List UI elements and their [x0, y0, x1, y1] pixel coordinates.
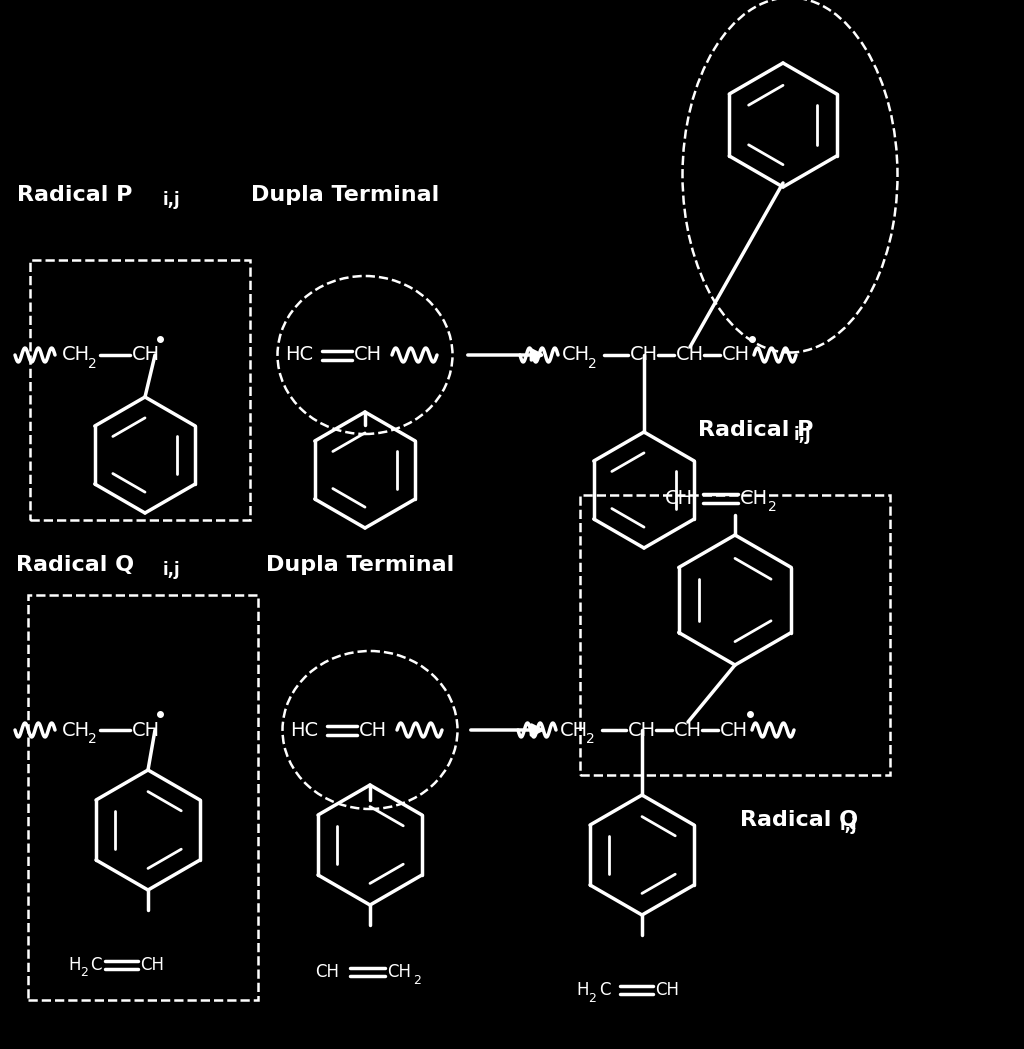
Text: CH: CH [628, 721, 656, 740]
Text: C: C [599, 981, 610, 999]
Text: Dupla Terminal: Dupla Terminal [251, 185, 439, 205]
Text: CH: CH [315, 963, 339, 981]
Text: i,j: i,j [163, 561, 180, 579]
Text: 2: 2 [413, 973, 421, 986]
Text: 2: 2 [588, 357, 597, 371]
Text: 2: 2 [586, 732, 595, 746]
Text: CH: CH [132, 721, 160, 740]
Text: CH: CH [674, 721, 702, 740]
Text: CH: CH [140, 956, 164, 975]
Text: Radical Q: Radical Q [16, 555, 134, 575]
Text: CH: CH [560, 721, 588, 740]
Text: CH: CH [720, 721, 749, 740]
Text: 2: 2 [88, 732, 96, 746]
Text: 2: 2 [588, 991, 596, 1005]
Text: CH: CH [62, 721, 90, 740]
Text: i,j: i,j [794, 426, 812, 444]
Text: i,j: i,j [163, 191, 180, 209]
Text: Radical P: Radical P [698, 420, 813, 440]
Text: HC: HC [290, 721, 318, 740]
Text: HC: HC [285, 345, 313, 364]
Text: CH: CH [354, 345, 382, 364]
Text: H: H [575, 981, 589, 999]
Text: CH: CH [655, 981, 679, 999]
Text: i,j: i,j [840, 816, 858, 834]
Text: 2: 2 [88, 357, 96, 371]
Text: Radical Q: Radical Q [740, 810, 858, 830]
Text: CH: CH [740, 489, 768, 508]
Text: C: C [90, 956, 101, 975]
Text: CH: CH [562, 345, 590, 364]
Text: 2: 2 [768, 500, 777, 514]
Text: CH: CH [665, 489, 693, 508]
Text: Radical P: Radical P [17, 185, 133, 205]
Text: CH: CH [387, 963, 411, 981]
Text: H: H [68, 956, 81, 975]
Text: CH: CH [132, 345, 160, 364]
Text: CH: CH [722, 345, 751, 364]
Text: CH: CH [676, 345, 705, 364]
Text: CH: CH [630, 345, 658, 364]
Text: Dupla Terminal: Dupla Terminal [266, 555, 454, 575]
Text: 2: 2 [80, 966, 88, 980]
Text: CH: CH [62, 345, 90, 364]
Text: CH: CH [359, 721, 387, 740]
